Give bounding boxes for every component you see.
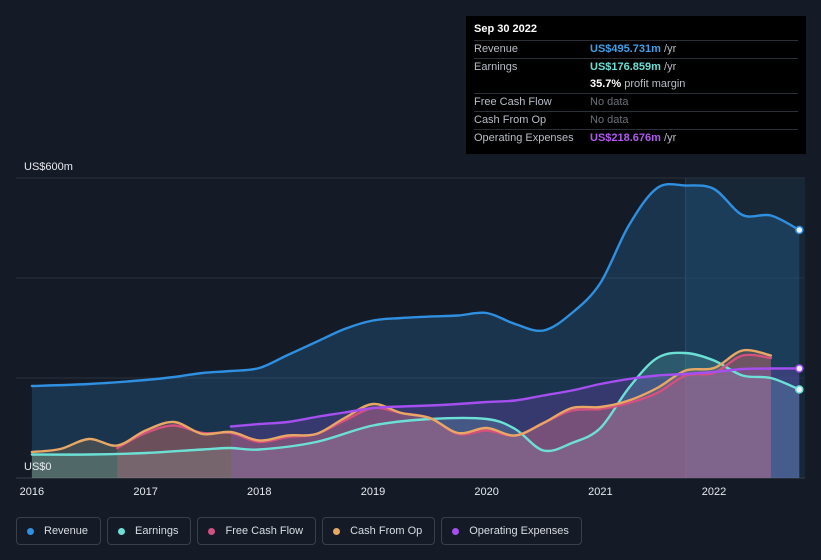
line-cash-from-op (30, 348, 773, 454)
legend-label: Operating Expenses (469, 525, 569, 537)
tooltip-suffix: /yr (660, 43, 677, 55)
x-tick-label: 2017 (133, 486, 157, 498)
tooltip-label (474, 76, 590, 93)
tooltip-value: US$495.731m (590, 43, 661, 55)
x-tick-label: 2018 (247, 486, 271, 498)
tooltip-value: 35.7% (590, 78, 622, 90)
series-areas (31, 184, 800, 479)
series-end-markers (795, 225, 804, 394)
end-marker-revenue (795, 225, 804, 235)
chart-legend: Revenue Earnings Free Cash Flow Cash Fro… (16, 517, 582, 545)
y-axis-top-label: US$600m (24, 161, 73, 173)
legend-label: Revenue (44, 525, 89, 537)
tooltip-row-margin: 35.7% profit margin (474, 76, 798, 93)
legend-label: Cash From Op (350, 525, 423, 537)
tooltip-value: No data (590, 114, 629, 126)
tooltip-label: Free Cash Flow (474, 96, 552, 108)
line-earnings (30, 351, 801, 456)
end-marker-operating-expenses (795, 364, 804, 373)
legend-item-revenue[interactable]: Revenue (16, 517, 102, 545)
tooltip-value: No data (590, 96, 629, 108)
x-tick-label: 2022 (702, 486, 726, 498)
legend-item-operating-expenses[interactable]: Operating Expenses (441, 517, 582, 545)
legend-item-cash-from-op[interactable]: Cash From Op (322, 517, 436, 545)
x-tick-label: 2019 (361, 486, 385, 498)
tooltip-row-revenue: Revenue US$495.731m /yr (474, 40, 798, 58)
x-tick-label: 2016 (20, 486, 44, 498)
end-marker-earnings (795, 385, 804, 394)
x-axis-ticks: 2016 2017 2018 2019 2020 2021 2022 (20, 486, 727, 498)
tooltip-suffix: /yr (660, 132, 677, 144)
tooltip-row-free-cash-flow: Free Cash Flow No data (474, 93, 798, 111)
area-operating-expenses (230, 368, 800, 478)
tooltip-label: Cash From Op (474, 114, 547, 126)
legend-label: Free Cash Flow (225, 525, 304, 537)
forecast-highlight-band (685, 178, 805, 478)
series-lines (30, 182, 801, 456)
area-revenue (31, 184, 800, 479)
legend-label: Earnings (135, 525, 179, 537)
legend-dot (208, 527, 216, 535)
tooltip-value: US$176.859m (590, 61, 661, 73)
tooltip-label: Earnings (474, 61, 518, 73)
line-revenue (30, 182, 801, 388)
tooltip-label: Revenue (474, 43, 519, 55)
y-axis-bottom-label: US$0 (24, 461, 52, 473)
line-operating-expenses (229, 367, 801, 428)
legend-dot (333, 527, 341, 535)
tooltip-label: Operating Expenses (474, 132, 574, 144)
legend-dot (118, 527, 126, 535)
tooltip-value: US$218.676m (590, 132, 661, 144)
legend-item-free-cash-flow[interactable]: Free Cash Flow (197, 517, 317, 545)
legend-dot (27, 527, 34, 535)
legend-item-earnings[interactable]: Earnings (107, 517, 192, 545)
tooltip-row-earnings: Earnings US$176.859m /yr (474, 58, 798, 76)
tooltip-row-cash-from-op: Cash From Op No data (474, 111, 798, 129)
legend-dot (452, 527, 460, 535)
tooltip-suffix: /yr (660, 61, 677, 73)
data-tooltip: Sep 30 2022 Revenue US$495.731m /yr Earn… (466, 16, 806, 154)
area-earnings (31, 352, 800, 478)
x-tick-label: 2021 (588, 486, 612, 498)
tooltip-date: Sep 30 2022 (474, 23, 537, 35)
tooltip-suffix: profit margin (621, 78, 686, 90)
tooltip-row-operating-expenses: Operating Expenses US$218.676m /yr (474, 129, 798, 147)
x-tick-label: 2020 (474, 486, 498, 498)
